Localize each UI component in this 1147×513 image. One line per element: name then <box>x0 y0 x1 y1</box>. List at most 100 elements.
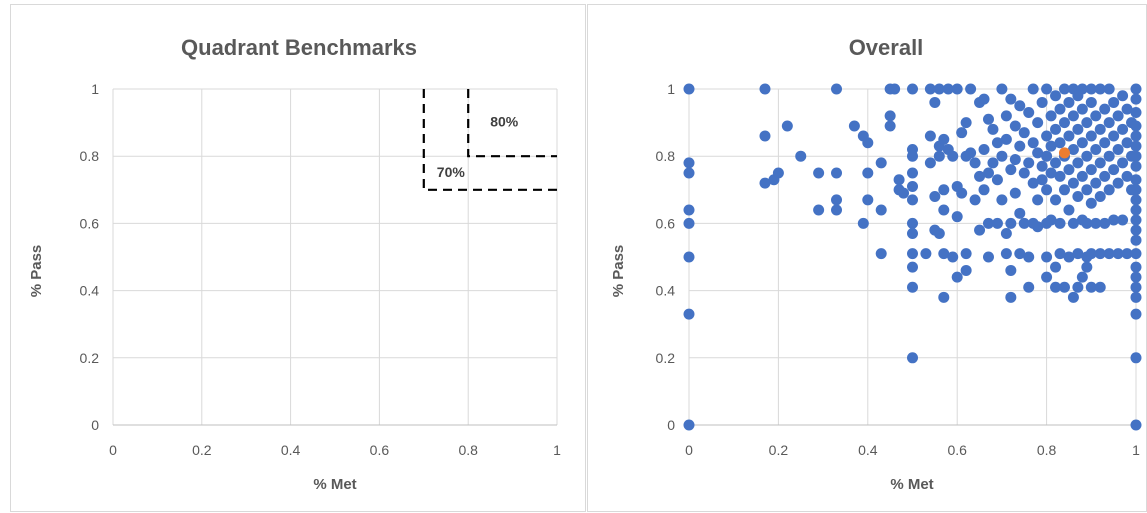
x-tick-label: 0 <box>109 442 117 458</box>
data-point <box>1081 117 1093 129</box>
data-point <box>996 150 1008 162</box>
data-point <box>884 120 896 132</box>
data-point <box>1121 248 1133 260</box>
data-point <box>1130 214 1142 226</box>
data-point <box>1117 214 1129 226</box>
data-point <box>1103 83 1115 95</box>
data-point <box>1072 191 1084 203</box>
data-point <box>978 93 990 105</box>
x-tick-label: 0.6 <box>370 442 390 458</box>
data-point <box>1130 234 1142 246</box>
y-tick-label: 0 <box>667 417 675 433</box>
x-axis-label: % Met <box>313 476 356 493</box>
data-point <box>862 137 874 149</box>
data-point <box>1103 150 1115 162</box>
data-point <box>933 150 945 162</box>
data-point <box>956 127 968 139</box>
x-tick-label: 0.6 <box>947 442 967 458</box>
data-point <box>1085 281 1097 293</box>
data-point <box>1130 291 1142 303</box>
data-point <box>907 227 918 239</box>
data-point <box>1058 184 1070 196</box>
data-point <box>831 167 843 179</box>
y-tick-label: 0.6 <box>80 215 100 231</box>
benchmark-line-70 <box>422 89 557 191</box>
data-point <box>1099 217 1111 229</box>
data-point <box>907 217 918 229</box>
data-point <box>1130 174 1142 186</box>
y-tick-label: 1 <box>91 81 99 97</box>
data-point <box>875 248 887 260</box>
x-tick-label: 1 <box>1132 442 1140 458</box>
data-point <box>907 150 918 162</box>
data-point <box>920 248 932 260</box>
data-point <box>759 83 771 95</box>
data-point <box>1072 157 1084 169</box>
data-point <box>1000 248 1012 260</box>
data-point <box>1081 261 1093 273</box>
data-point <box>1130 160 1142 172</box>
data-point <box>1099 137 1111 149</box>
data-point <box>969 194 981 206</box>
data-point <box>987 157 999 169</box>
data-point <box>884 110 896 122</box>
data-point <box>991 174 1003 186</box>
data-point <box>1076 83 1088 95</box>
data-point <box>1130 261 1142 273</box>
data-point <box>1050 90 1062 102</box>
data-point <box>987 123 999 135</box>
data-point <box>683 157 695 169</box>
data-point <box>1027 83 1039 95</box>
data-point <box>1041 150 1053 162</box>
data-point <box>1023 107 1035 119</box>
data-point <box>683 83 695 95</box>
gridlines <box>112 88 558 426</box>
data-point <box>982 167 994 179</box>
y-tick-label: 1 <box>667 81 675 97</box>
data-point <box>978 143 990 155</box>
data-point <box>1108 214 1120 226</box>
benchmark-label-70: 70% <box>437 164 466 180</box>
data-point <box>1005 93 1017 105</box>
chart-title: Quadrant Benchmarks <box>181 35 417 60</box>
data-point <box>1076 170 1088 182</box>
x-tick-label: 0.2 <box>192 442 212 458</box>
x-axis-label: % Met <box>890 476 933 493</box>
data-point <box>1058 117 1070 129</box>
x-tick-label: 0 <box>685 442 693 458</box>
data-point <box>1121 103 1133 115</box>
data-point <box>831 194 843 206</box>
data-point <box>938 184 950 196</box>
data-point <box>683 217 695 229</box>
data-point <box>848 120 860 132</box>
data-point <box>978 184 990 196</box>
highlight-point <box>1058 147 1070 159</box>
data-point <box>1117 90 1129 102</box>
data-point <box>1067 110 1079 122</box>
data-point <box>1067 177 1079 189</box>
data-point <box>907 248 918 260</box>
data-point <box>974 170 986 182</box>
data-point <box>1130 248 1142 260</box>
data-point <box>1108 130 1120 142</box>
data-point <box>1112 248 1124 260</box>
y-tick-label: 0.2 <box>656 350 676 366</box>
data-point <box>960 117 972 129</box>
data-point <box>1023 281 1035 293</box>
data-point <box>1130 120 1142 132</box>
tick-labels: 0 0.2 0.4 0.6 0.8 1 0 0.2 0.4 0.6 0.8 1 <box>656 81 1141 458</box>
data-point <box>1094 157 1106 169</box>
data-point <box>1130 184 1142 196</box>
data-point <box>772 167 784 179</box>
data-point <box>1130 130 1142 142</box>
data-point <box>759 130 771 142</box>
data-point <box>1130 224 1142 236</box>
data-point <box>938 204 950 216</box>
data-point <box>1009 187 1021 199</box>
data-point <box>1014 140 1026 152</box>
data-point <box>1018 167 1030 179</box>
data-point <box>875 157 887 169</box>
data-point <box>1063 164 1075 176</box>
data-point <box>924 83 936 95</box>
data-point <box>1058 83 1070 95</box>
